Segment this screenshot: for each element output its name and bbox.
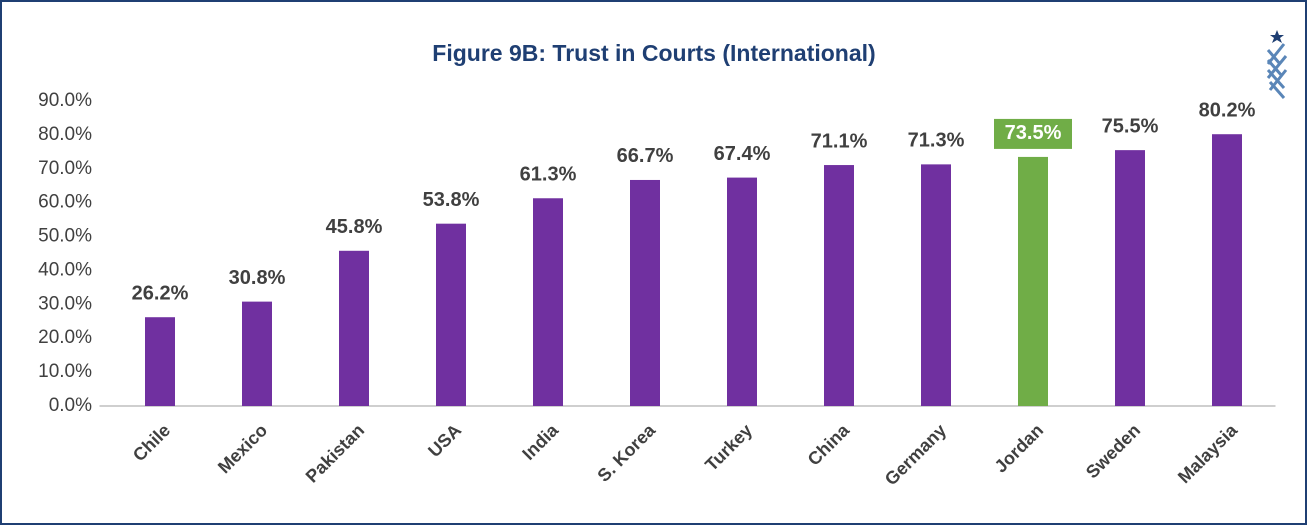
y-tick-label: 70.0% — [38, 158, 92, 179]
bar — [727, 177, 757, 406]
bar — [921, 164, 951, 406]
value-label: 53.8% — [423, 189, 480, 211]
bar — [824, 165, 854, 406]
value-label-box — [994, 118, 1072, 149]
y-tick-label: 30.0% — [38, 293, 92, 314]
bar — [630, 179, 660, 406]
logo — [1266, 30, 1288, 99]
bar — [1018, 156, 1048, 406]
value-label: 67.4% — [714, 143, 771, 165]
y-tick-label: 20.0% — [38, 327, 92, 348]
value-label: 45.8% — [326, 216, 383, 238]
value-label: 73.5% — [1005, 122, 1062, 144]
bar — [533, 198, 563, 406]
bar — [145, 317, 175, 406]
y-tick-label: 50.0% — [38, 226, 92, 247]
y-tick-label: 60.0% — [38, 192, 92, 213]
chart-title: Figure 9B: Trust in Courts (Internationa… — [432, 40, 875, 66]
bar — [1212, 134, 1242, 406]
value-label: 71.3% — [908, 130, 965, 152]
bar — [339, 250, 369, 406]
value-label: 61.3% — [520, 164, 577, 186]
value-label: 26.2% — [132, 282, 189, 304]
y-tick-label: 10.0% — [38, 361, 92, 382]
value-label: 66.7% — [617, 145, 674, 167]
bar — [1115, 150, 1145, 406]
bar — [436, 223, 466, 406]
value-label: 80.2% — [1199, 99, 1256, 121]
y-tick-label: 0.0% — [49, 395, 92, 416]
value-label: 30.8% — [229, 267, 286, 289]
value-label: 75.5% — [1102, 115, 1159, 137]
value-label: 71.1% — [811, 130, 868, 152]
y-tick-label: 40.0% — [38, 259, 92, 280]
y-tick-label: 80.0% — [38, 124, 92, 145]
bar — [242, 301, 272, 406]
y-tick-label: 90.0% — [38, 90, 92, 111]
